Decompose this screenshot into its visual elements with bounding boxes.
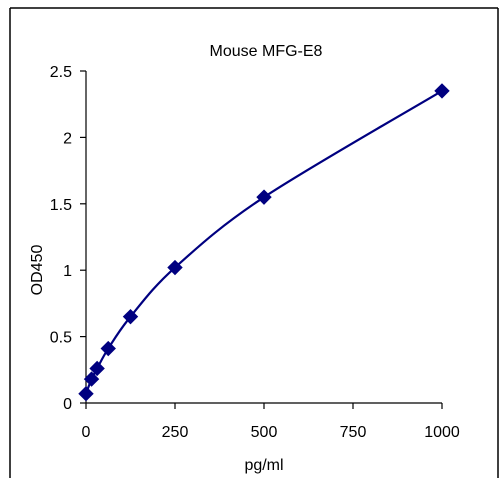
fit-curve-group xyxy=(84,89,443,395)
data-point-marker xyxy=(100,340,116,357)
chart-title: Mouse MFG-E8 xyxy=(210,43,323,60)
x-tick-label: 0 xyxy=(82,424,91,441)
y-tick-label: 2 xyxy=(63,130,72,147)
data-points-group xyxy=(78,83,450,402)
x-tick-label: 500 xyxy=(251,424,278,441)
data-point-marker xyxy=(434,83,450,99)
y-tick-label: 0 xyxy=(63,396,72,413)
x-axis-label: pg/ml xyxy=(244,457,283,474)
fit-curve xyxy=(84,89,443,395)
data-point-marker xyxy=(78,385,94,402)
x-tick-label: 750 xyxy=(340,424,367,441)
axes: 0 0.5 1 1.5 2 2.5 0 250 500 750 1000 xyxy=(50,64,460,441)
x-tick-label: 250 xyxy=(162,424,189,441)
y-tick-label: 2.5 xyxy=(50,64,72,81)
data-point-marker xyxy=(89,360,105,377)
data-point-marker xyxy=(167,259,183,276)
data-point-marker xyxy=(122,308,139,325)
y-tick-label: 1 xyxy=(63,263,72,280)
x-tick-label: 1000 xyxy=(424,424,460,441)
data-point-marker xyxy=(256,189,272,205)
y-axis-label: OD450 xyxy=(29,245,46,296)
y-tick-label: 1.5 xyxy=(50,197,72,214)
data-point-marker xyxy=(83,371,100,387)
y-tick-label: 0.5 xyxy=(50,330,72,347)
